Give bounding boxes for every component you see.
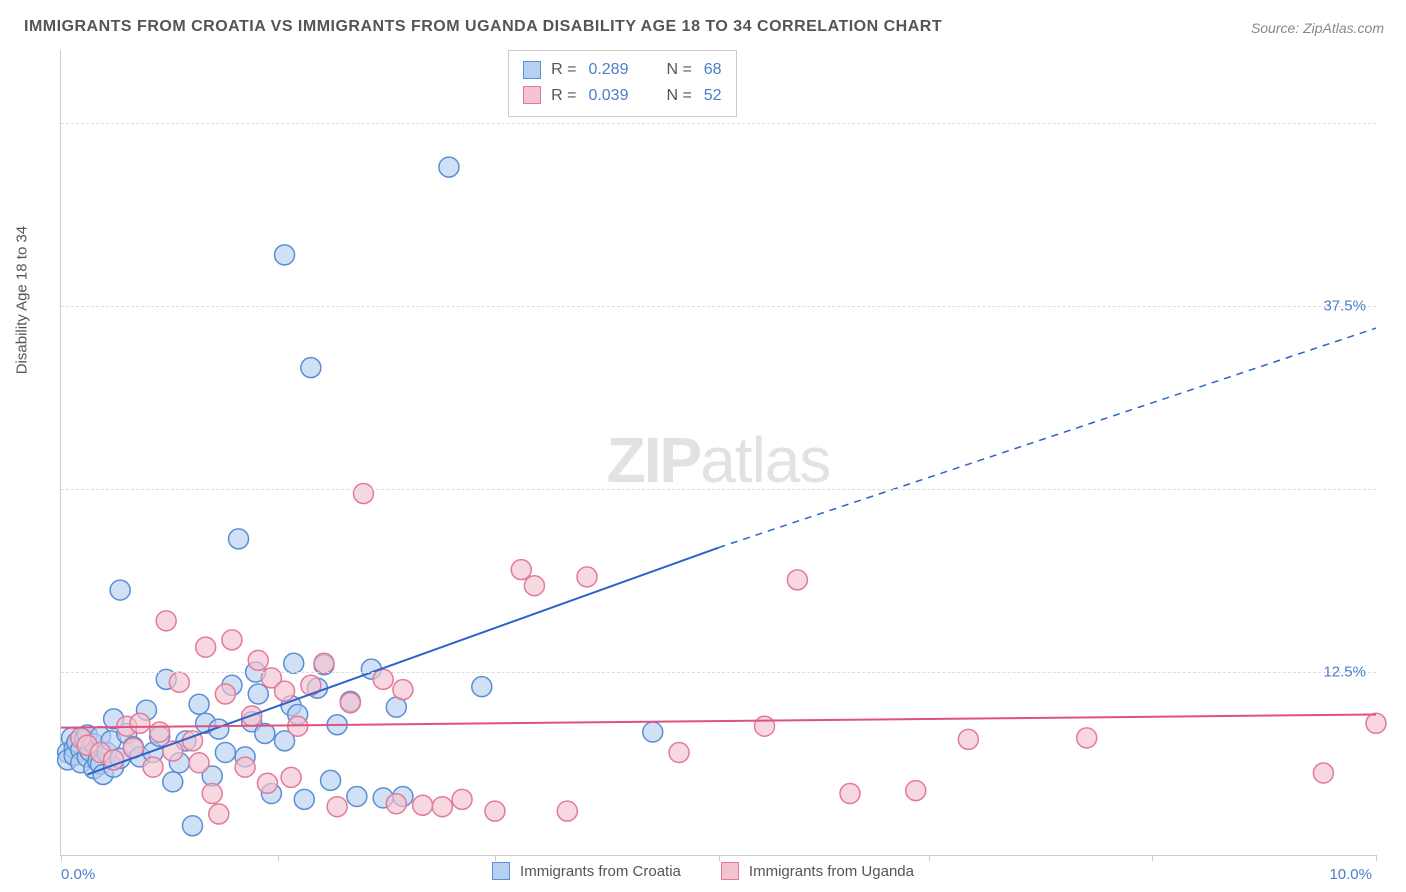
legend-swatch — [523, 86, 541, 104]
legend-swatch — [492, 862, 510, 880]
data-point — [452, 789, 472, 809]
stat-n-label: N = — [666, 57, 691, 83]
data-point — [183, 816, 203, 836]
source-label: Source: ZipAtlas.com — [1251, 20, 1384, 36]
data-point — [577, 567, 597, 587]
data-point — [294, 789, 314, 809]
data-point — [209, 804, 229, 824]
x-tick — [929, 855, 930, 861]
stat-n-value: 52 — [704, 83, 722, 109]
data-point — [432, 797, 452, 817]
data-point — [755, 716, 775, 736]
y-tick-label: 12.5% — [1323, 664, 1366, 681]
x-tick — [719, 855, 720, 861]
legend-swatch — [523, 61, 541, 79]
legend-swatch — [721, 862, 739, 880]
data-point — [215, 743, 235, 763]
bottom-legend: Immigrants from Croatia Immigrants from U… — [0, 862, 1406, 884]
legend-item: Immigrants from Croatia — [492, 862, 681, 880]
data-point — [557, 801, 577, 821]
data-point — [840, 784, 860, 804]
data-point — [189, 694, 209, 714]
data-point — [169, 672, 189, 692]
stat-n-value: 68 — [704, 57, 722, 83]
data-point — [413, 795, 433, 815]
legend-label: Immigrants from Croatia — [520, 863, 681, 880]
x-tick — [495, 855, 496, 861]
plot-svg — [61, 50, 1376, 855]
data-point — [787, 570, 807, 590]
data-point — [202, 784, 222, 804]
data-point — [393, 680, 413, 700]
data-point — [524, 576, 544, 596]
x-tick — [1376, 855, 1377, 861]
data-point — [1077, 728, 1097, 748]
data-point — [275, 245, 295, 265]
gridline — [61, 306, 1376, 307]
data-point — [327, 797, 347, 817]
data-point — [485, 801, 505, 821]
x-tick — [278, 855, 279, 861]
data-point — [301, 358, 321, 378]
stats-legend-box: R = 0.289 N = 68 R = 0.039 N = 52 — [508, 50, 736, 117]
data-point — [229, 529, 249, 549]
data-point — [314, 653, 334, 673]
legend-label: Immigrants from Uganda — [749, 863, 914, 880]
data-point — [196, 637, 216, 657]
gridline — [61, 489, 1376, 490]
data-point — [143, 757, 163, 777]
regression-line-extrapolated — [719, 328, 1377, 548]
regression-line — [87, 548, 718, 775]
y-axis-label: Disability Age 18 to 34 — [14, 226, 31, 374]
x-tick — [61, 855, 62, 861]
stat-r-value: 0.289 — [588, 57, 642, 83]
data-point — [906, 781, 926, 801]
data-point — [281, 767, 301, 787]
data-point — [511, 560, 531, 580]
data-point — [222, 630, 242, 650]
data-point — [643, 722, 663, 742]
data-point — [248, 650, 268, 670]
stats-row: R = 0.039 N = 52 — [523, 83, 721, 109]
data-point — [150, 722, 170, 742]
data-point — [284, 653, 304, 673]
data-point — [472, 677, 492, 697]
gridline — [61, 672, 1376, 673]
stat-r-label: R = — [551, 57, 576, 83]
data-point — [130, 713, 150, 733]
data-point — [189, 753, 209, 773]
data-point — [215, 684, 235, 704]
data-point — [439, 157, 459, 177]
data-point — [235, 757, 255, 777]
legend-item: Immigrants from Uganda — [721, 862, 914, 880]
chart-title: IMMIGRANTS FROM CROATIA VS IMMIGRANTS FR… — [24, 18, 942, 36]
data-point — [275, 681, 295, 701]
x-tick — [1152, 855, 1153, 861]
data-point — [386, 794, 406, 814]
data-point — [1313, 763, 1333, 783]
data-point — [248, 684, 268, 704]
data-point — [353, 483, 373, 503]
data-point — [110, 580, 130, 600]
chart-area: ZIPatlas R =0.289N =68R =0.039N =52 12.5… — [60, 50, 1376, 856]
stats-row: R = 0.289 N = 68 — [523, 57, 721, 83]
stat-r-value: 0.039 — [588, 83, 642, 109]
data-point — [163, 772, 183, 792]
data-point — [669, 743, 689, 763]
data-point — [156, 611, 176, 631]
data-point — [321, 770, 341, 790]
stat-r-label: R = — [551, 83, 576, 109]
data-point — [340, 693, 360, 713]
data-point — [257, 773, 277, 793]
gridline — [61, 123, 1376, 124]
data-point — [1366, 713, 1386, 733]
y-tick-label: 37.5% — [1323, 298, 1366, 315]
data-point — [347, 786, 367, 806]
data-point — [958, 729, 978, 749]
stat-n-label: N = — [666, 83, 691, 109]
